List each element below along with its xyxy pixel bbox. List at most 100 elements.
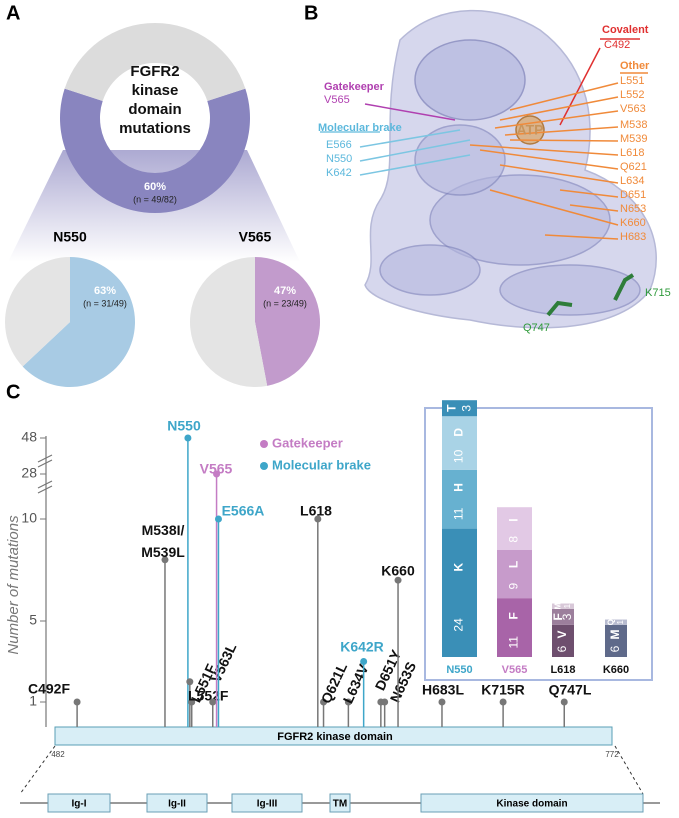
residue: M539 bbox=[620, 133, 648, 145]
dot bbox=[73, 698, 81, 706]
domain-label: Ig-I bbox=[72, 799, 87, 810]
segment-value: 1 bbox=[563, 603, 572, 608]
domain-label: Ig-III bbox=[257, 799, 278, 810]
point-label: Q747L bbox=[549, 682, 592, 698]
dot bbox=[314, 515, 322, 523]
domain-diagram: Ig-I Ig-II Ig-III TM Kinase domain bbox=[20, 793, 660, 813]
segment-letter: K bbox=[452, 562, 466, 571]
point-label: M538I/M539L bbox=[141, 522, 185, 560]
point-label: L552F bbox=[188, 688, 229, 704]
residue: V565 bbox=[324, 94, 350, 106]
segment-value: 11 bbox=[507, 636, 521, 649]
bar-label: V565 bbox=[502, 664, 528, 676]
dot bbox=[213, 470, 221, 478]
domain-label: Kinase domain bbox=[496, 799, 567, 810]
segment bbox=[605, 619, 627, 625]
segment bbox=[552, 608, 574, 625]
residue: C492 bbox=[604, 39, 630, 51]
bar-label: N550 bbox=[446, 664, 472, 676]
y-tick-label: 1 bbox=[29, 693, 37, 709]
segment-value: 6 bbox=[555, 645, 569, 652]
y-tick-label: 5 bbox=[29, 612, 37, 628]
residue: K642 bbox=[326, 167, 352, 179]
point-label: K715R bbox=[481, 682, 525, 698]
pie-slice bbox=[22, 257, 136, 387]
dot bbox=[344, 698, 352, 706]
residue: K715 bbox=[645, 287, 671, 299]
segment-letter: M bbox=[608, 630, 622, 640]
protein-structure bbox=[364, 9, 657, 329]
segment-letter: L bbox=[507, 561, 521, 568]
dot bbox=[184, 434, 192, 442]
y-tick-label: 10 bbox=[21, 510, 37, 526]
pie-slice bbox=[5, 257, 70, 367]
residue: M538 bbox=[620, 119, 648, 131]
residue: L551 bbox=[620, 75, 644, 87]
point-label: V565 bbox=[200, 461, 233, 477]
segment-letter: D bbox=[452, 428, 466, 437]
segment-letter: T bbox=[445, 404, 459, 412]
panel-label: A bbox=[6, 2, 20, 24]
domain-label: TM bbox=[333, 799, 347, 810]
pies bbox=[5, 22, 320, 387]
inset-frame bbox=[424, 407, 653, 681]
residue: N653 bbox=[620, 203, 646, 215]
point-label: L618 bbox=[300, 503, 332, 519]
residue: L552 bbox=[620, 89, 644, 101]
brake-label: Molecular brake bbox=[318, 122, 402, 134]
dot bbox=[438, 698, 446, 706]
domain-label: Ig-II bbox=[168, 799, 186, 810]
pie-title: N550 bbox=[53, 229, 87, 245]
segment bbox=[552, 624, 574, 657]
pie-slice bbox=[59, 88, 250, 213]
dot bbox=[209, 698, 217, 706]
segment-value: 1 bbox=[616, 619, 625, 624]
structure-labels: Covalent C492 Other L551 L552 V563 M538 … bbox=[318, 24, 671, 334]
residue: L634 bbox=[620, 175, 644, 187]
segment bbox=[442, 469, 477, 529]
dot bbox=[360, 658, 368, 665]
covalent-label: Covalent bbox=[602, 24, 649, 36]
segment bbox=[605, 624, 627, 657]
dot bbox=[320, 698, 328, 706]
segment-value: 9 bbox=[507, 582, 521, 589]
point-label: V563L bbox=[208, 640, 240, 685]
residue: N550 bbox=[326, 153, 352, 165]
panel-label: B bbox=[304, 2, 318, 24]
dot bbox=[499, 698, 507, 706]
annotation: (n = 23/49) bbox=[263, 298, 307, 308]
segment bbox=[442, 528, 477, 657]
zoom-lines bbox=[19, 745, 644, 795]
value-label: 60% bbox=[144, 181, 166, 193]
dot bbox=[186, 678, 194, 686]
segment-value: 3 bbox=[459, 405, 473, 412]
y-axis-label: Number of mutations bbox=[5, 515, 22, 655]
pie-slice bbox=[64, 22, 246, 102]
y-tick-label: 48 bbox=[21, 429, 37, 445]
residue: K660 bbox=[620, 217, 646, 229]
residue: Q621 bbox=[620, 161, 647, 173]
dot bbox=[381, 698, 389, 706]
dot bbox=[188, 698, 196, 706]
pie-title: V565 bbox=[239, 229, 272, 245]
point-label: K660 bbox=[381, 563, 415, 579]
segment-letter: M bbox=[554, 603, 563, 610]
value-label: 47% bbox=[274, 285, 296, 297]
pie-slice bbox=[255, 257, 320, 386]
y-tick-label: 28 bbox=[21, 465, 37, 481]
segment bbox=[442, 400, 477, 417]
structure-lines bbox=[320, 38, 648, 317]
segment-letter: F bbox=[507, 612, 521, 619]
annotation: (n = 49/82) bbox=[133, 194, 177, 204]
point-label: N550 bbox=[167, 418, 201, 434]
segment-value: 8 bbox=[507, 536, 521, 543]
legend-label: Molecular brake bbox=[272, 457, 371, 472]
segment bbox=[442, 416, 477, 470]
axis-break bbox=[37, 454, 53, 494]
legend-marker bbox=[260, 440, 268, 448]
segment-letter: I bbox=[507, 518, 521, 521]
residue: L618 bbox=[620, 147, 644, 159]
segment-value: 11 bbox=[452, 507, 466, 520]
point-label: H683L bbox=[422, 682, 464, 698]
